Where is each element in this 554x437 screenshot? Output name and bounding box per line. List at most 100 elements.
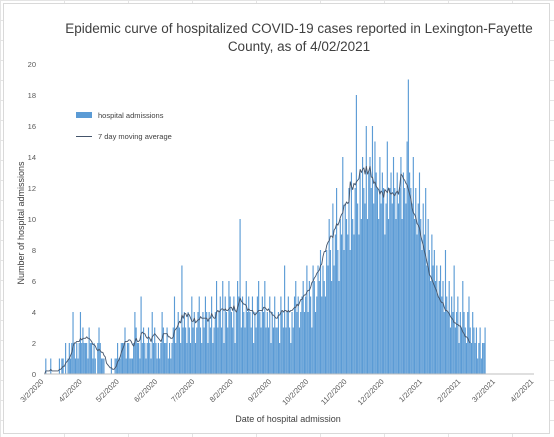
bar xyxy=(290,343,292,374)
bar xyxy=(316,296,318,374)
bar xyxy=(100,358,103,374)
bar xyxy=(150,358,152,374)
bar xyxy=(462,281,464,374)
bar xyxy=(421,250,423,374)
bar xyxy=(373,203,375,374)
legend-swatch-admissions xyxy=(76,112,92,118)
bar xyxy=(72,312,74,374)
bar xyxy=(366,219,369,374)
bar xyxy=(394,188,396,374)
bar xyxy=(229,296,231,374)
bar xyxy=(162,327,164,374)
bar xyxy=(333,265,335,374)
bar xyxy=(211,296,213,374)
bar xyxy=(427,219,429,374)
bar xyxy=(228,281,230,374)
y-tick-label: 14 xyxy=(28,153,36,162)
bar xyxy=(412,157,414,374)
bar xyxy=(365,126,367,374)
bar xyxy=(413,219,416,374)
bar xyxy=(343,250,345,374)
bar xyxy=(144,343,146,374)
x-tick-label: 4/2/2021 xyxy=(508,377,535,404)
bar xyxy=(483,343,485,374)
bar xyxy=(397,203,400,374)
bar xyxy=(91,343,93,374)
x-tick-label: 3/2/2020 xyxy=(18,377,45,404)
bar xyxy=(166,327,168,374)
bar xyxy=(310,296,312,374)
legend: hospital admissions 7 day moving average xyxy=(76,108,172,150)
bar xyxy=(358,234,360,374)
bar xyxy=(168,343,171,374)
bar xyxy=(426,265,428,374)
bar xyxy=(381,172,383,374)
y-tick-label: 18 xyxy=(28,91,36,100)
bar xyxy=(472,312,474,374)
bar xyxy=(69,358,72,374)
bar xyxy=(374,141,376,374)
bar xyxy=(317,265,319,374)
bar xyxy=(147,327,150,374)
bar xyxy=(215,281,218,374)
bar xyxy=(254,312,256,374)
bar xyxy=(482,343,484,374)
bar xyxy=(192,327,194,374)
chart-area: 0 2 4 6 8 10 12 14 16 18 20 3/2/2020 4/2/2020 5/2/202… xyxy=(3,3,550,434)
bar-series-admissions xyxy=(45,79,486,374)
y-tick-label: 10 xyxy=(28,215,36,224)
bar xyxy=(370,188,372,374)
bar xyxy=(97,343,99,374)
bar xyxy=(227,327,229,374)
bar xyxy=(246,312,249,374)
bar xyxy=(465,343,468,374)
bar xyxy=(83,343,85,374)
bar xyxy=(409,172,411,374)
bar xyxy=(384,234,386,374)
bar xyxy=(460,327,463,374)
bar xyxy=(207,343,209,374)
bar xyxy=(289,327,291,374)
bar xyxy=(142,327,145,374)
bar xyxy=(255,327,257,374)
y-tick-label: 6 xyxy=(32,277,36,286)
bar xyxy=(191,296,193,374)
bar xyxy=(239,219,241,374)
bar xyxy=(342,157,344,374)
bar xyxy=(449,327,451,374)
bar xyxy=(389,188,391,374)
bar xyxy=(432,265,434,374)
bar xyxy=(89,343,91,374)
bar xyxy=(125,358,127,374)
bar xyxy=(258,281,260,374)
bar xyxy=(199,327,202,374)
bar xyxy=(177,312,179,374)
bar xyxy=(248,296,250,374)
y-tick-label: 2 xyxy=(32,339,36,348)
bar xyxy=(479,327,481,374)
bar xyxy=(444,250,447,374)
bar xyxy=(159,358,161,374)
bar xyxy=(79,312,82,374)
x-tick-label: 2/2/2021 xyxy=(435,377,462,404)
bar xyxy=(102,358,104,374)
x-tick-label: 3/2/2021 xyxy=(470,377,497,404)
bar xyxy=(77,358,79,374)
chart-title: Epidemic curve of hospitalized COVID-19 … xyxy=(65,21,533,54)
bar xyxy=(404,188,406,374)
bar xyxy=(350,172,353,374)
bar xyxy=(391,203,393,374)
y-axis-title: Number of hospital admissions xyxy=(16,161,26,285)
bar xyxy=(463,312,465,374)
bar xyxy=(301,296,303,374)
bar xyxy=(347,234,349,374)
bar xyxy=(234,343,236,374)
bar xyxy=(206,312,208,374)
bar xyxy=(222,281,224,374)
bar xyxy=(319,250,322,374)
bar xyxy=(339,219,341,374)
bar xyxy=(260,327,262,374)
bar xyxy=(185,327,187,374)
bar xyxy=(456,312,458,374)
bar xyxy=(86,343,88,374)
